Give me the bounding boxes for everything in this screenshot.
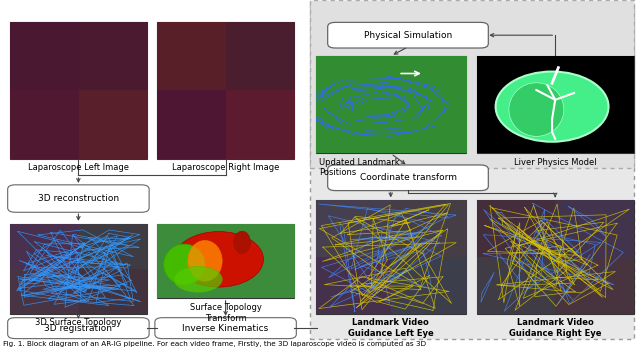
Bar: [316, 200, 466, 314]
Bar: [310, 4, 634, 339]
Text: 3D reconstruction: 3D reconstruction: [38, 194, 119, 203]
Text: Laparoscope Left Image: Laparoscope Left Image: [28, 163, 129, 172]
Bar: [316, 56, 466, 153]
Bar: [10, 224, 147, 314]
FancyBboxPatch shape: [8, 318, 149, 339]
Text: Coordinate transform: Coordinate transform: [360, 173, 456, 182]
Text: Liver Physics Model: Liver Physics Model: [514, 158, 596, 167]
Bar: [477, 200, 634, 314]
FancyBboxPatch shape: [328, 165, 488, 191]
FancyBboxPatch shape: [8, 185, 149, 212]
Text: Laparoscope Right Image: Laparoscope Right Image: [172, 163, 279, 172]
Bar: [157, 224, 294, 298]
Text: 3D Surface Topology: 3D Surface Topology: [35, 318, 122, 327]
Bar: [477, 56, 634, 153]
Text: 3D registration: 3D registration: [44, 324, 113, 332]
Text: Physical Simulation: Physical Simulation: [364, 31, 452, 40]
Bar: [157, 22, 294, 159]
Text: Landmark Video
Guidance Right Eye: Landmark Video Guidance Right Eye: [509, 318, 602, 338]
Bar: [310, 0, 634, 168]
Text: Surface Topology
Transform: Surface Topology Transform: [189, 303, 262, 323]
Text: Landmark Video
Guidance Left Eye: Landmark Video Guidance Left Eye: [348, 318, 433, 338]
Bar: [10, 22, 147, 159]
Text: Fig. 1. Block diagram of an AR-IG pipeline. For each video frame, Firstly, the 3: Fig. 1. Block diagram of an AR-IG pipeli…: [3, 341, 426, 347]
Text: Updated Landmark
Positions: Updated Landmark Positions: [319, 158, 399, 177]
Text: Inverse Kinematics: Inverse Kinematics: [182, 324, 269, 332]
FancyBboxPatch shape: [155, 318, 296, 339]
FancyBboxPatch shape: [328, 22, 488, 48]
